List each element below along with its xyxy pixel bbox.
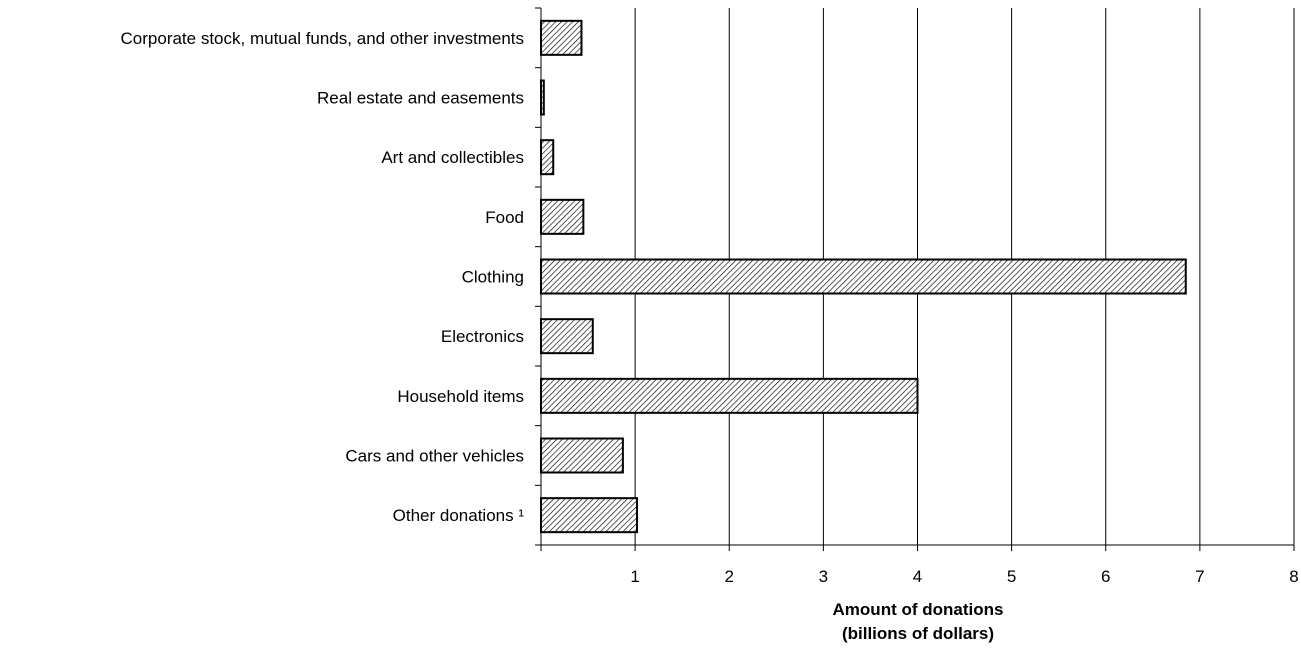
x-tick-label: 4 [913, 567, 922, 586]
category-label: Clothing [462, 268, 524, 287]
category-label: Corporate stock, mutual funds, and other… [121, 29, 524, 48]
category-labels: Corporate stock, mutual funds, and other… [121, 29, 525, 525]
category-label: Art and collectibles [381, 148, 524, 167]
category-label: Cars and other vehicles [345, 447, 524, 466]
bar-4 [540, 258, 1187, 295]
bar-3 [540, 198, 585, 235]
bar-2 [540, 139, 555, 176]
category-label: Electronics [441, 327, 524, 346]
bar-0 [540, 19, 583, 56]
x-tick-labels: 1 2 3 4 5 6 7 8 [630, 567, 1298, 586]
category-label: Real estate and easements [317, 89, 524, 108]
x-tick-label: 8 [1289, 567, 1298, 586]
bar-8 [540, 497, 639, 534]
x-tick-label: 1 [630, 567, 639, 586]
category-label: Household items [397, 387, 524, 406]
category-label: Food [485, 208, 524, 227]
x-tick-label: 3 [819, 567, 828, 586]
axes [535, 7, 1295, 551]
x-axis-title-line1: Amount of donations [833, 600, 1004, 619]
x-tick-label: 7 [1195, 567, 1204, 586]
x-axis-title-line2: (billions of dollars) [842, 624, 994, 643]
bar-7 [540, 437, 624, 474]
category-label: Other donations ¹ [393, 506, 525, 525]
bars [540, 19, 1187, 534]
x-tick-label: 5 [1007, 567, 1016, 586]
bar-5 [540, 318, 594, 355]
bar-6 [540, 377, 919, 414]
x-tick-label: 6 [1101, 567, 1110, 586]
x-tick-label: 2 [725, 567, 734, 586]
